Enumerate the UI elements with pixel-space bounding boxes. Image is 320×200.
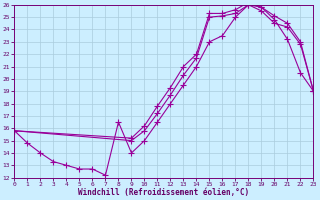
X-axis label: Windchill (Refroidissement éolien,°C): Windchill (Refroidissement éolien,°C) <box>78 188 250 197</box>
